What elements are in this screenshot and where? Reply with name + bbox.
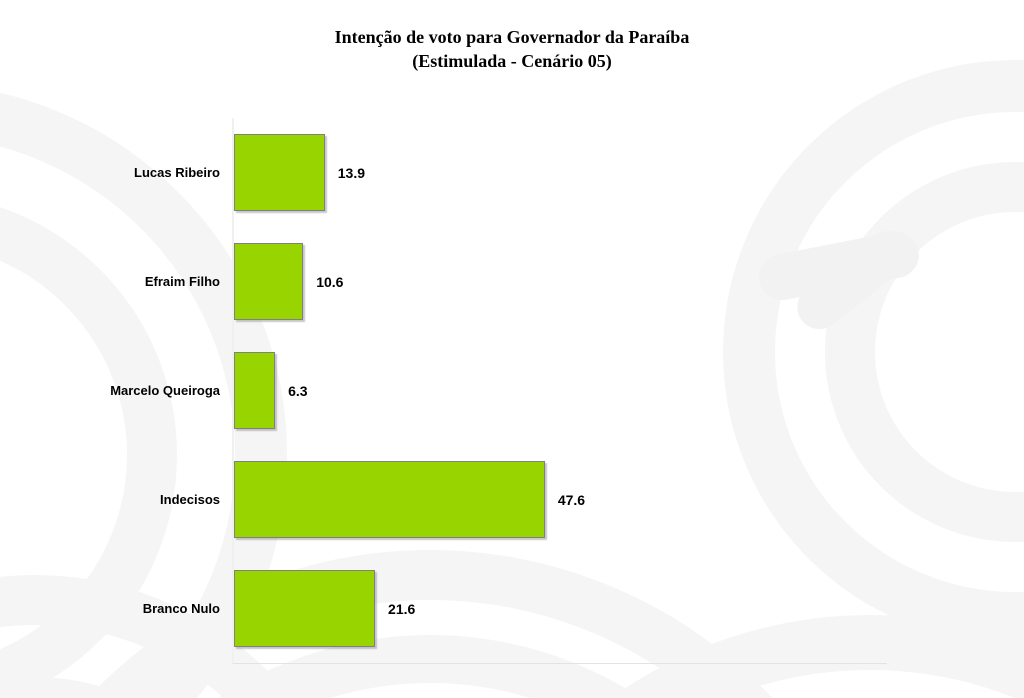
category-label: Efraim Filho [144,274,220,289]
bar-indecisos [234,461,545,538]
category-label: Lucas Ribeiro [134,165,220,180]
bar-row: 13.9 [234,118,887,227]
chart-title: Intenção de voto para Governador da Para… [0,25,1024,73]
value-label: 13.9 [337,164,366,181]
value-label: 10.6 [316,273,344,290]
value-label: 47.6 [557,491,586,508]
bar-row: 21.6 [234,554,887,663]
plot-area: 13.9 10.6 6.3 47.6 21.6 [232,118,887,664]
value-label: 21.6 [388,600,416,617]
bar-lucas-ribeiro [234,134,325,211]
bar-row: 10.6 [234,227,887,336]
bar-marcelo-queiroga [234,352,276,429]
category-label: Branco Nulo [142,601,220,616]
bar-row: 6.3 [234,336,887,445]
bar-branco-nulo [234,570,376,647]
bar-row: 47.6 [234,445,887,554]
chart-title-line2: (Estimulada - Cenário 05) [412,51,612,71]
value-label: 6.3 [288,382,308,399]
category-axis: Lucas Ribeiro Efraim Filho Marcelo Queir… [0,118,220,663]
bar-efraim-filho [234,243,304,320]
chart-title-line1: Intenção de voto para Governador da Para… [334,27,690,47]
category-label: Marcelo Queiroga [110,383,220,398]
category-label: Indecisos [160,492,220,507]
